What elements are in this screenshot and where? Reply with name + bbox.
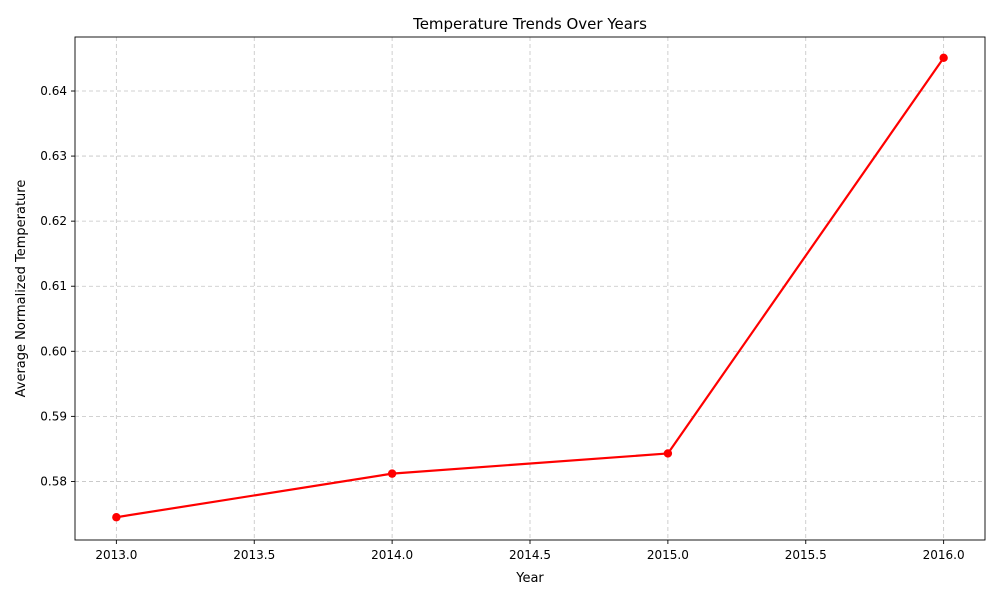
- series-layer: [112, 53, 948, 522]
- x-tick-label: 2013.5: [233, 548, 275, 562]
- y-axis: 0.58 0.59 0.60 0.61 0.62 0.63 0.64: [40, 84, 75, 488]
- y-tick-label: 0.61: [40, 279, 67, 293]
- y-tick-label: 0.60: [40, 344, 67, 358]
- y-axis-label: Average Normalized Temperature: [14, 180, 29, 398]
- chart-title: Temperature Trends Over Years: [412, 15, 647, 33]
- y-tick-label: 0.62: [40, 214, 67, 228]
- x-axis: 2013.0 2013.5 2014.0 2014.5 2015.0 2015.5 2016…: [95, 540, 965, 562]
- x-axis-label: Year: [515, 571, 544, 586]
- data-point: [387, 469, 397, 478]
- x-tick-label: 2014.0: [371, 548, 413, 562]
- y-tick-label: 0.58: [40, 474, 67, 488]
- y-tick-label: 0.63: [40, 149, 67, 163]
- data-point: [112, 513, 121, 522]
- x-tick-label: 2015.0: [647, 548, 689, 562]
- x-tick-label: 2014.5: [509, 548, 551, 562]
- y-tick-label: 0.64: [40, 84, 67, 98]
- grid: [75, 37, 985, 540]
- y-tick-label: 0.59: [40, 409, 67, 423]
- x-tick-label: 2013.0: [95, 548, 137, 562]
- series-line: [116, 57, 945, 519]
- x-tick-label: 2016.0: [923, 548, 965, 562]
- x-tick-label: 2015.5: [785, 548, 827, 562]
- data-point: [663, 449, 673, 458]
- data-point: [939, 53, 948, 63]
